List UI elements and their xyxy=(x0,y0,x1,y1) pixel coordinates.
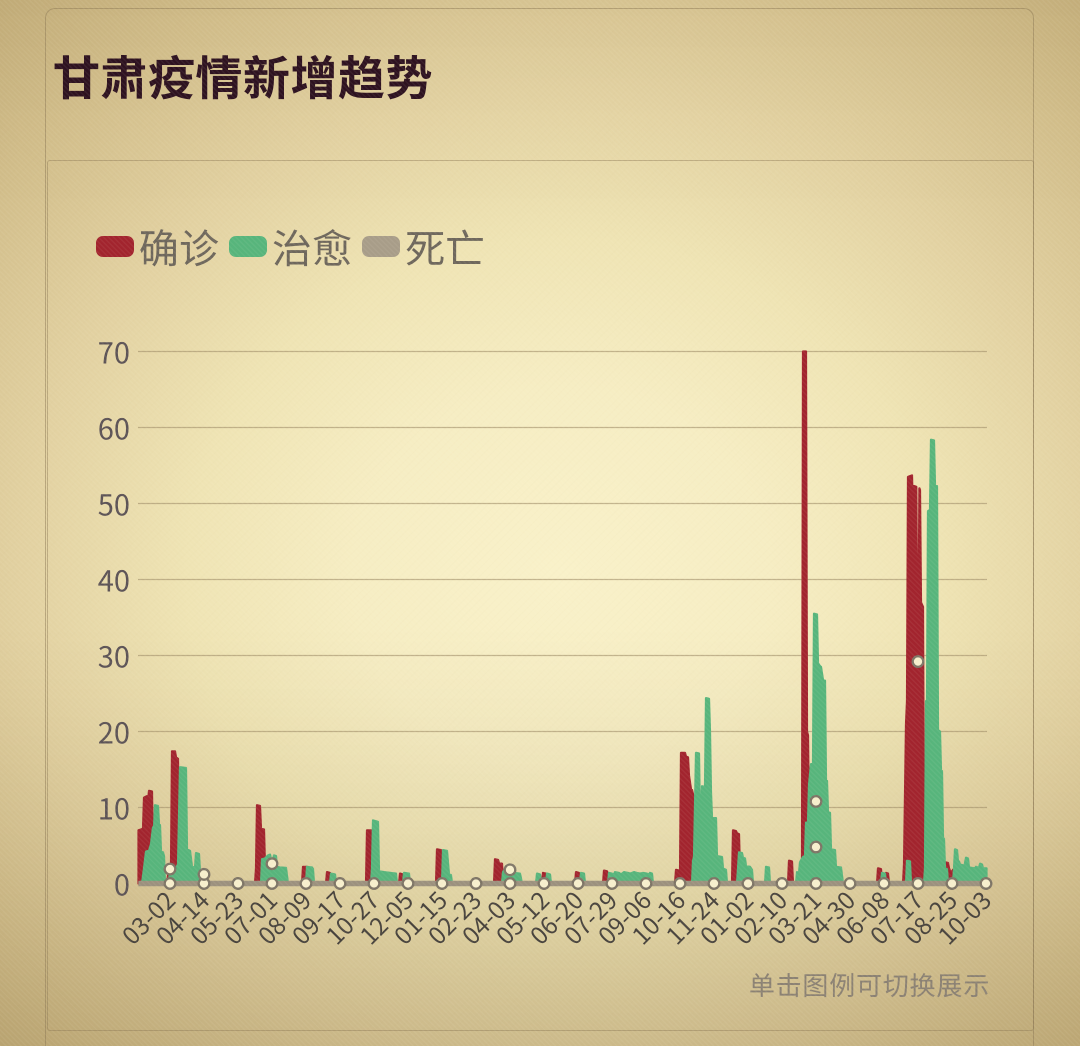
card-panel xyxy=(45,8,1034,1046)
y-tick-label-30: 30 xyxy=(98,635,130,677)
chart-legend: 确诊 治愈 死亡 xyxy=(96,226,485,266)
tick-symbol-11-24 xyxy=(707,877,721,890)
tick-symbol-05-23 xyxy=(231,877,245,890)
legend-item-cured[interactable]: 治愈 xyxy=(229,226,352,266)
value-symbol-03-21 xyxy=(809,840,823,854)
value-symbol-04-03 xyxy=(503,863,517,877)
confirmed-area-path xyxy=(137,350,967,885)
y-tick-label-20: 20 xyxy=(98,711,130,753)
value-symbol-03-21 xyxy=(809,794,823,808)
y-tick-label-70: 70 xyxy=(98,331,130,373)
tick-symbol-07-17 xyxy=(911,877,925,890)
legend-label-cured: 治愈 xyxy=(272,217,352,275)
death-swatch-icon xyxy=(362,235,400,257)
cured-area-path xyxy=(140,438,988,885)
tick-marker-symbols xyxy=(163,655,993,890)
cured-area-series xyxy=(140,438,988,885)
page-title: 甘肃疫情新增趋势 xyxy=(53,40,433,109)
tick-symbol-03-02 xyxy=(163,877,177,890)
y-tick-label-0: 0 xyxy=(114,863,130,905)
y-tick-label-40: 40 xyxy=(98,559,130,601)
confirmed-area-series xyxy=(137,350,967,885)
legend-label-confirmed: 确诊 xyxy=(139,217,219,275)
y-tick-label-60: 60 xyxy=(98,407,130,449)
value-symbol-07-17 xyxy=(911,655,925,669)
gridlines xyxy=(138,350,987,809)
legend-hint-note: 单击图例可切换展示 xyxy=(748,966,990,1003)
legend-item-confirmed[interactable]: 确诊 xyxy=(96,226,219,266)
tick-symbol-06-20 xyxy=(571,877,585,890)
chart-panel xyxy=(47,160,1034,1031)
tick-symbol-04-30 xyxy=(843,877,857,890)
tick-symbol-10-27 xyxy=(367,877,381,890)
value-symbol-07-01 xyxy=(265,857,279,871)
x-axis-labels: 03-0204-1405-2307-0108-0909-1710-2712-05… xyxy=(113,882,998,951)
tick-symbol-02-10 xyxy=(775,877,789,890)
legend-label-death: 死亡 xyxy=(405,217,485,275)
tick-symbol-09-06 xyxy=(639,877,653,890)
tick-symbol-08-09 xyxy=(299,877,313,890)
tick-symbol-12-05 xyxy=(401,877,415,890)
y-tick-label-50: 50 xyxy=(98,483,130,525)
tick-symbol-04-03 xyxy=(503,877,517,890)
tick-symbol-01-02 xyxy=(741,877,755,890)
confirmed-swatch-icon xyxy=(96,235,134,257)
tick-symbol-10-03 xyxy=(979,877,993,890)
tick-symbol-08-25 xyxy=(945,877,959,890)
tick-symbol-03-21 xyxy=(809,877,823,890)
tick-symbol-01-15 xyxy=(435,877,449,890)
legend-item-death[interactable]: 死亡 xyxy=(362,226,485,266)
y-axis-labels: 0 10 20 30 40 50 60 70 xyxy=(98,331,130,905)
tick-symbol-06-08 xyxy=(877,877,891,890)
value-symbol-04-14 xyxy=(197,867,211,881)
cured-swatch-icon xyxy=(229,235,267,257)
tick-symbol-02-23 xyxy=(469,877,483,890)
tick-symbol-07-01 xyxy=(265,877,279,890)
tick-symbol-09-17 xyxy=(333,877,347,890)
tick-symbol-05-12 xyxy=(537,877,551,890)
value-symbol-03-02 xyxy=(163,862,177,876)
tick-symbol-10-16 xyxy=(673,877,687,890)
tick-symbol-07-29 xyxy=(605,877,619,890)
y-tick-label-10: 10 xyxy=(98,787,130,829)
